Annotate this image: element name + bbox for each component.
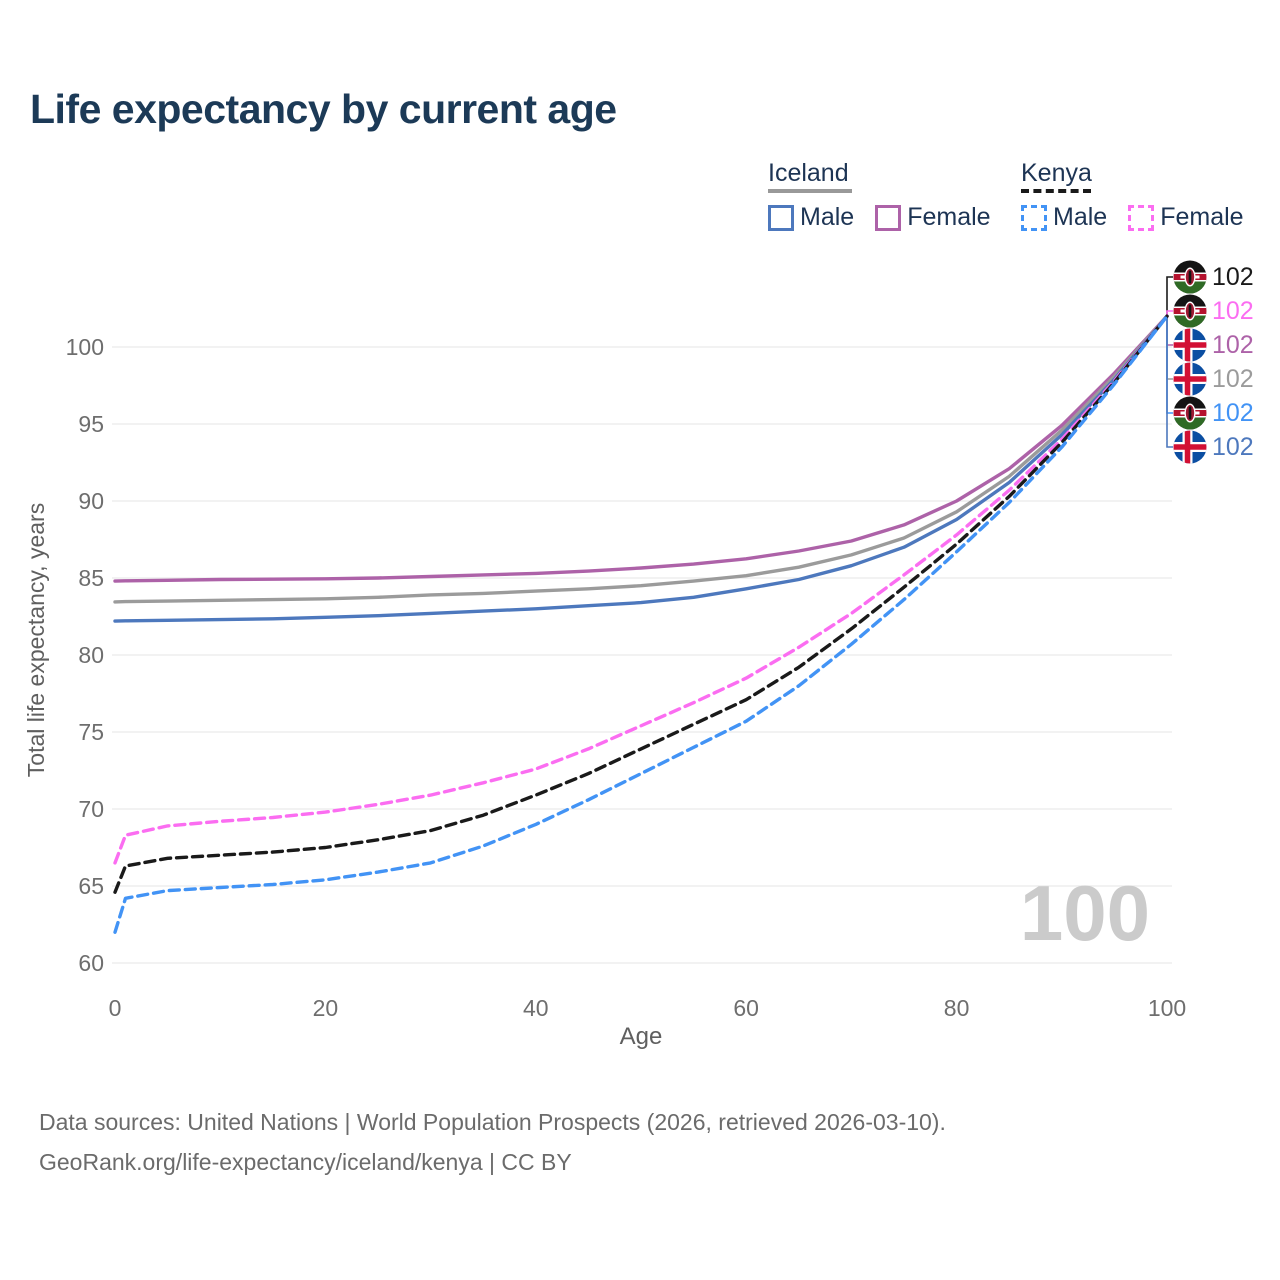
kenya-female-label: Female <box>1160 203 1244 231</box>
footer: Data sources: United Nations | World Pop… <box>39 1102 946 1182</box>
series-line-kenya-average[interactable] <box>113 314 1169 894</box>
y-tick-70: 70 <box>78 796 104 822</box>
y-axis-title: Total life expectancy, years <box>23 503 49 777</box>
legend-header-kenya-label: Kenya <box>1021 159 1092 187</box>
legend-item-iceland-female[interactable]: Female <box>875 203 991 232</box>
kenya-male-label: Male <box>1053 203 1108 231</box>
kenya-male-swatch <box>1021 204 1047 231</box>
iceland-flag-icon <box>1173 328 1207 362</box>
legend-item-kenya-female[interactable]: Female <box>1128 203 1244 232</box>
series-line-kenya-male[interactable] <box>113 314 1169 934</box>
legend-group-kenya: Kenya Male Female <box>1021 160 1244 232</box>
y-tick-85: 85 <box>78 565 104 591</box>
connector-kenya-female <box>1166 310 1173 317</box>
end-label-iceland-average: 102 <box>1212 365 1254 393</box>
x-tick-100: 100 <box>1148 995 1186 1021</box>
y-tick-65: 65 <box>78 873 104 899</box>
series-line-kenya-female[interactable] <box>113 314 1169 865</box>
y-tick-60: 60 <box>78 950 104 976</box>
x-axis-title: Age <box>620 1023 663 1050</box>
x-tick-60: 60 <box>733 995 759 1021</box>
x-tick-20: 20 <box>313 995 339 1021</box>
connector-iceland-male <box>1166 316 1173 448</box>
iceland-male-swatch <box>768 204 794 231</box>
series-line-iceland-male[interactable] <box>113 314 1169 623</box>
life-expectancy-chart[interactable]: 60 65 70 75 80 85 90 95 100 0 20 40 60 80 100 Age Total … <box>0 0 1280 1080</box>
end-label-iceland-female: 102 <box>1212 331 1254 359</box>
legend-item-iceland-male[interactable]: Male <box>768 203 854 232</box>
x-tick-0: 0 <box>109 995 122 1021</box>
kenya-female-swatch <box>1128 204 1155 231</box>
connector-iceland-female <box>1166 316 1173 346</box>
series-line-iceland-average[interactable] <box>113 314 1169 604</box>
page-title: Life expectancy by current age <box>30 86 617 132</box>
kenya-flag-icon <box>1173 260 1207 294</box>
iceland-female-label: Female <box>907 203 991 231</box>
end-label-kenya-female: 102 <box>1212 297 1254 325</box>
kenya-flag-icon <box>1173 396 1207 430</box>
legend-header-iceland[interactable]: Iceland <box>768 160 991 193</box>
end-label-kenya-male: 102 <box>1212 399 1254 427</box>
y-tick-80: 80 <box>78 642 104 668</box>
kenya-flag-icon <box>1173 294 1207 328</box>
footer-link: GeoRank.org/life-expectancy/iceland/keny… <box>39 1149 572 1175</box>
x-tick-40: 40 <box>523 995 549 1021</box>
series-line-iceland-female[interactable] <box>113 314 1169 583</box>
age-counter-watermark: 100 <box>1019 869 1150 957</box>
iceland-flag-icon <box>1173 362 1207 396</box>
legend-group-iceland: Iceland Male Female <box>768 160 991 232</box>
connector-kenya-average <box>1166 276 1173 317</box>
chart-canvas[interactable]: 60 65 70 75 80 85 90 95 100 0 20 40 60 80 100 Age Total … <box>0 0 1280 1080</box>
x-tick-80: 80 <box>944 995 970 1021</box>
footer-sources: Data sources: United Nations | World Pop… <box>39 1109 946 1135</box>
y-tick-100: 100 <box>66 334 104 360</box>
legend-header-iceland-label: Iceland <box>768 159 849 187</box>
legend-item-kenya-male[interactable]: Male <box>1021 203 1107 232</box>
end-label-kenya-average: 102 <box>1212 263 1254 291</box>
connector-kenya-male <box>1166 316 1173 414</box>
iceland-flag-icon <box>1173 430 1207 464</box>
iceland-female-swatch <box>875 204 902 231</box>
iceland-male-label: Male <box>800 203 855 231</box>
iceland-line-style-swatch <box>768 189 852 193</box>
y-tick-90: 90 <box>78 488 104 514</box>
end-label-iceland-male: 102 <box>1212 433 1254 461</box>
kenya-line-style-swatch <box>1021 189 1091 193</box>
y-tick-75: 75 <box>78 719 104 745</box>
y-tick-95: 95 <box>78 411 104 437</box>
legend-header-kenya[interactable]: Kenya <box>1021 160 1244 193</box>
